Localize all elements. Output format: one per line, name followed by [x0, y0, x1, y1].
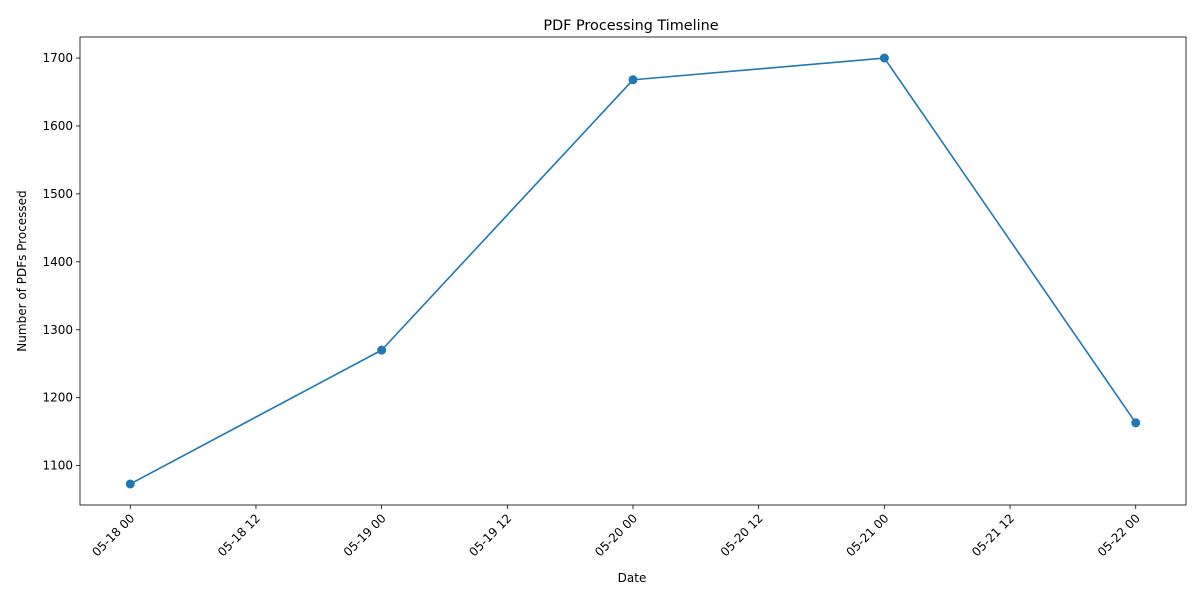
y-tick-label: 1500: [42, 187, 73, 201]
x-tick-label: 05-22 00: [1095, 511, 1143, 559]
data-point: [628, 75, 638, 85]
y-tick-label: 1400: [42, 255, 73, 269]
series-line: [129, 57, 1137, 485]
plot-frame: [79, 36, 1187, 506]
x-tick-label: 05-19 12: [466, 511, 514, 559]
data-point: [125, 479, 135, 489]
x-axis-label: Date: [618, 571, 647, 585]
chart-title: PDF Processing Timeline: [543, 18, 718, 34]
x-tick-label: 05-18 12: [215, 511, 263, 559]
x-tick-label: 05-18 00: [89, 511, 137, 559]
y-tick-label: 1200: [42, 391, 73, 405]
x-tick-label: 05-21 12: [969, 511, 1017, 559]
y-tick-label: 1300: [42, 323, 73, 337]
x-tick-label: 05-19 00: [341, 511, 389, 559]
x-tick-label: 05-20 00: [592, 511, 640, 559]
y-axis-label: Number of PDFs Processed: [15, 190, 29, 351]
data-point: [377, 345, 387, 355]
x-tick-label: 05-20 12: [718, 511, 766, 559]
y-tick-label: 1100: [42, 459, 73, 473]
y-tick-label: 1600: [42, 119, 73, 133]
plot-area: 1100 1200 1300 1400 1500 1600 1700 05-18 00 05-1…: [42, 36, 1187, 559]
x-tick-label: 05-21 00: [843, 511, 891, 559]
y-tick-label: 1700: [42, 51, 73, 65]
data-point: [879, 53, 889, 63]
data-point: [1131, 418, 1141, 428]
